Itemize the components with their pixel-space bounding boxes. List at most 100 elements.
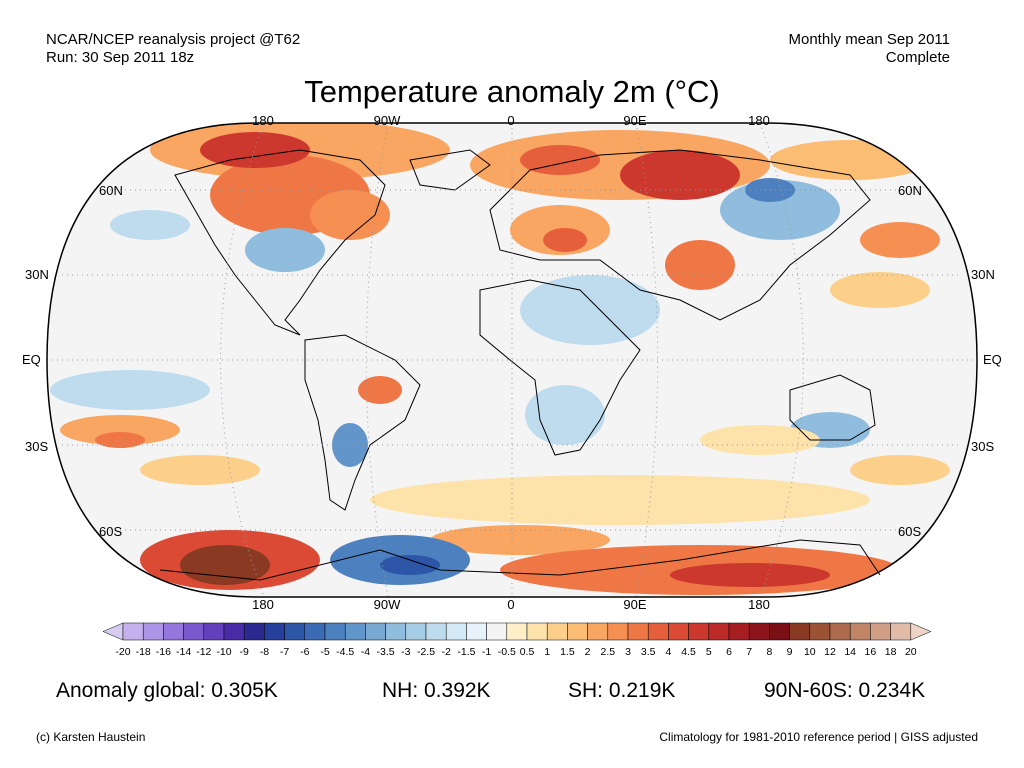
- colorbar-tick-label: -20: [115, 646, 130, 658]
- colorbar-tick-label: -9: [240, 646, 249, 658]
- colorbar-box: [567, 622, 588, 641]
- colorbar-box: [344, 622, 366, 641]
- period-line-2: Complete: [885, 49, 950, 66]
- longitude-gridline: [220, 122, 265, 598]
- lon-label-top-90e: 90E: [623, 113, 647, 128]
- colorbar-box: [809, 622, 831, 641]
- colorbar-box: [243, 622, 265, 641]
- lon-label-top-180w: 180: [252, 113, 274, 128]
- lon-label-bottom-0: 0: [507, 597, 515, 612]
- colorbar-tick-label: -1: [482, 646, 491, 658]
- map-title: Temperature anomaly 2m (°C): [304, 74, 720, 109]
- colorbar-box: [405, 622, 427, 641]
- anomaly-patch: [110, 210, 190, 240]
- anomaly-patch: [140, 455, 260, 485]
- lon-label-bottom-180e: 180: [748, 597, 770, 612]
- colorbar-tick-label: -10: [216, 646, 231, 658]
- colorbar-tick-label: -3: [401, 646, 410, 658]
- colorbar-tick-label: -2: [442, 646, 451, 658]
- colorbar-box: [587, 622, 609, 641]
- colorbar-tick-label: -1.5: [457, 646, 475, 658]
- colorbar-tick-label: -5: [320, 646, 329, 658]
- lon-label-top-90w: 90W: [373, 113, 401, 128]
- colorbar-tick-label: 7: [746, 646, 752, 658]
- lon-label-top-180e: 180: [748, 113, 770, 128]
- colorbar-box: [849, 622, 871, 641]
- colorbar-max-arrow: [910, 622, 932, 641]
- antarctica-outline: [159, 539, 881, 581]
- colorbar-tick-label: -18: [136, 646, 151, 658]
- graticule: [47, 122, 977, 598]
- lat-label-right-60s: 60S: [898, 524, 922, 539]
- stat-band: 90N-60S: 0.234K: [764, 679, 926, 702]
- source-line-2: Run: 30 Sep 2011 18z: [46, 49, 195, 66]
- anomaly-patch: [430, 525, 610, 555]
- colorbar-box: [466, 622, 487, 641]
- colorbar-box: [647, 622, 669, 641]
- colorbar-box: [769, 622, 790, 641]
- colorbar-tick-label: 4.5: [681, 646, 696, 658]
- colorbar-box: [870, 622, 891, 641]
- anomaly-patch: [245, 228, 325, 272]
- colorbar-tick-label: 2.5: [600, 646, 615, 658]
- lat-label-left-30s: 30S: [25, 439, 49, 454]
- lon-label-top-0: 0: [507, 113, 515, 128]
- lon-label-bottom-90w: 90W: [373, 597, 401, 612]
- colorbar-box: [506, 622, 528, 641]
- anomaly-patch: [60, 415, 180, 445]
- continent-outlines: [159, 149, 881, 581]
- anomaly-patch: [670, 563, 830, 587]
- lat-label-left-eq: EQ: [22, 352, 41, 367]
- colorbar-box: [688, 622, 710, 641]
- stat-nh: NH: 0.392K: [382, 679, 491, 702]
- colorbar-box: [223, 622, 245, 641]
- colorbar-box: [546, 622, 568, 641]
- colorbar-box: [728, 622, 750, 641]
- colorbar-tick-label: -4: [361, 646, 370, 658]
- colorbar-box: [425, 622, 447, 641]
- map-border: [46, 122, 978, 598]
- colorbar-box: [627, 622, 649, 641]
- colorbar-tick-label: -12: [196, 646, 211, 658]
- anomaly-patch: [620, 150, 740, 200]
- colorbar-tick-label: 3.5: [641, 646, 656, 658]
- lat-label-left-60s: 60S: [99, 524, 123, 539]
- anomaly-field: [50, 123, 950, 595]
- colorbar-tick-label: 18: [885, 646, 897, 658]
- stat-sh: SH: 0.219K: [568, 679, 676, 702]
- anomaly-patch: [332, 423, 368, 467]
- stat-global: Anomaly global: 0.305K: [56, 679, 278, 702]
- colorbar-box: [829, 622, 851, 641]
- colorbar-tick-label: 16: [865, 646, 877, 658]
- colorbar-box: [385, 622, 407, 641]
- anomaly-patch: [543, 228, 587, 252]
- colorbar-tick-label: -14: [176, 646, 191, 658]
- colorbar-box: [264, 622, 285, 641]
- colorbar-tick-label: 5: [706, 646, 712, 658]
- colorbar-tick-label: 12: [824, 646, 836, 658]
- colorbar-tick-label: 14: [844, 646, 856, 658]
- africa-outline: [479, 279, 641, 456]
- lon-label-bottom-180w: 180: [252, 597, 274, 612]
- lat-label-left-60n: 60N: [99, 183, 123, 198]
- credit: (c) Karsten Haustein: [36, 730, 146, 744]
- anomaly-patch: [860, 222, 940, 258]
- anomaly-patch: [520, 275, 660, 345]
- anomaly-patch: [700, 425, 820, 455]
- colorbar-box: [142, 622, 164, 641]
- north-america-outline: [174, 149, 386, 336]
- colorbar-tick-label: 2: [585, 646, 591, 658]
- colorbar-tick-label: -6: [300, 646, 309, 658]
- lat-label-left-30n: 30N: [25, 267, 49, 282]
- colorbar-tick-label: -0.5: [498, 646, 516, 658]
- colorbar-box: [183, 622, 205, 641]
- colorbar-box: [526, 622, 548, 641]
- colorbar-box: [890, 622, 912, 641]
- anomaly-patch: [358, 376, 402, 404]
- period-line-1: Monthly mean Sep 2011: [788, 31, 951, 48]
- eurasia-outline: [489, 149, 871, 321]
- colorbar-tick-label: 0.5: [520, 646, 535, 658]
- anomaly-patch: [525, 385, 605, 445]
